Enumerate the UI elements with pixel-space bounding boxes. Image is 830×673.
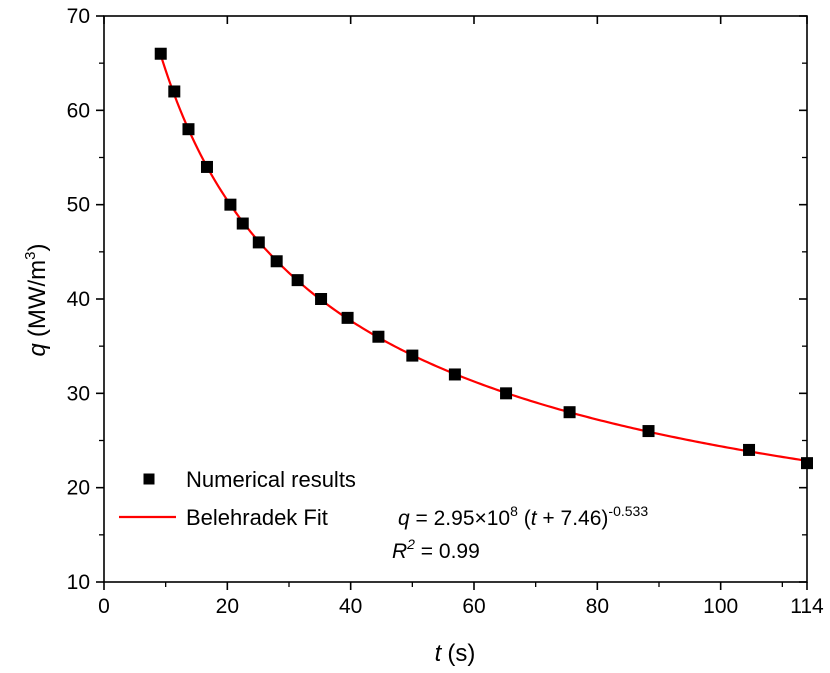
r2-exp: 2 [406, 536, 415, 552]
y-axis-unit: (MW/m [24, 260, 51, 337]
y-tick-label: 60 [67, 99, 90, 122]
eq-exp2: -0.533 [608, 503, 648, 519]
x-tick-label: 100 [703, 595, 738, 618]
y-tick-label: 30 [67, 382, 90, 405]
eq-paren-open: ( [518, 507, 531, 530]
data-point [154, 47, 167, 60]
x-axis-title: t (s) [435, 640, 476, 667]
data-point [182, 123, 195, 136]
data-point [406, 349, 419, 362]
y-axis-symbol: q [24, 343, 51, 357]
y-axis-unit-close: ) [24, 244, 51, 252]
eq-mid: = 2.95×10 [410, 507, 510, 530]
data-point [224, 198, 237, 211]
y-tick-label: 70 [67, 5, 90, 28]
y-tick-label: 20 [67, 477, 90, 500]
eq-rest: + 7.46) [537, 507, 609, 530]
data-point [252, 236, 265, 249]
data-point [743, 443, 756, 456]
data-point [291, 274, 304, 287]
fit-line [158, 50, 808, 462]
r2-value: = 0.99 [415, 540, 480, 563]
data-point [448, 368, 461, 381]
x-tick-label: 40 [339, 595, 362, 618]
data-point [315, 293, 328, 305]
legend-marker-numerical [143, 473, 155, 485]
data-point [642, 425, 655, 438]
y-axis-title: q (MW/m3) [22, 244, 51, 357]
data-point [270, 255, 283, 268]
legend-label-numerical: Numerical results [186, 467, 356, 492]
data-point [168, 85, 181, 98]
data-point [200, 160, 213, 173]
data-markers [154, 47, 813, 470]
y-tick-label: 40 [67, 288, 90, 311]
data-point [801, 457, 813, 470]
x-tick-label: 20 [216, 595, 239, 618]
plot-frame [103, 15, 808, 583]
x-tick-label: 60 [462, 595, 485, 618]
y-axis-unit-sup: 3 [22, 252, 39, 260]
y-tick-label: 50 [67, 194, 90, 217]
x-axis-symbol: t [435, 640, 443, 667]
r-squared: R2 = 0.99 [392, 536, 480, 563]
x-tick-label: 0 [98, 595, 110, 618]
legend: Numerical results Belehradek Fit [119, 467, 356, 530]
y-tick-label: 10 [67, 571, 90, 594]
r2-symbol: R [392, 540, 407, 563]
data-point [500, 387, 513, 400]
tick-labels: 0 20 40 60 80 100 114 10 20 30 40 50 60 70 [67, 5, 824, 618]
x-tick-label: 80 [586, 595, 609, 618]
x-tick-label: 114 [790, 595, 824, 618]
x-axis-unit: (s) [447, 640, 475, 667]
ticks [96, 15, 808, 590]
data-point [341, 311, 354, 324]
data-point [236, 217, 249, 230]
legend-label-fit: Belehradek Fit [186, 505, 328, 530]
data-point [372, 330, 385, 343]
eq-exp1: 8 [510, 503, 518, 519]
data-point [563, 406, 576, 419]
fit-equation: q = 2.95×108 (t + 7.46)-0.533 [398, 503, 648, 530]
eq-lhs: q [398, 507, 410, 530]
eq-var: t [531, 507, 538, 530]
